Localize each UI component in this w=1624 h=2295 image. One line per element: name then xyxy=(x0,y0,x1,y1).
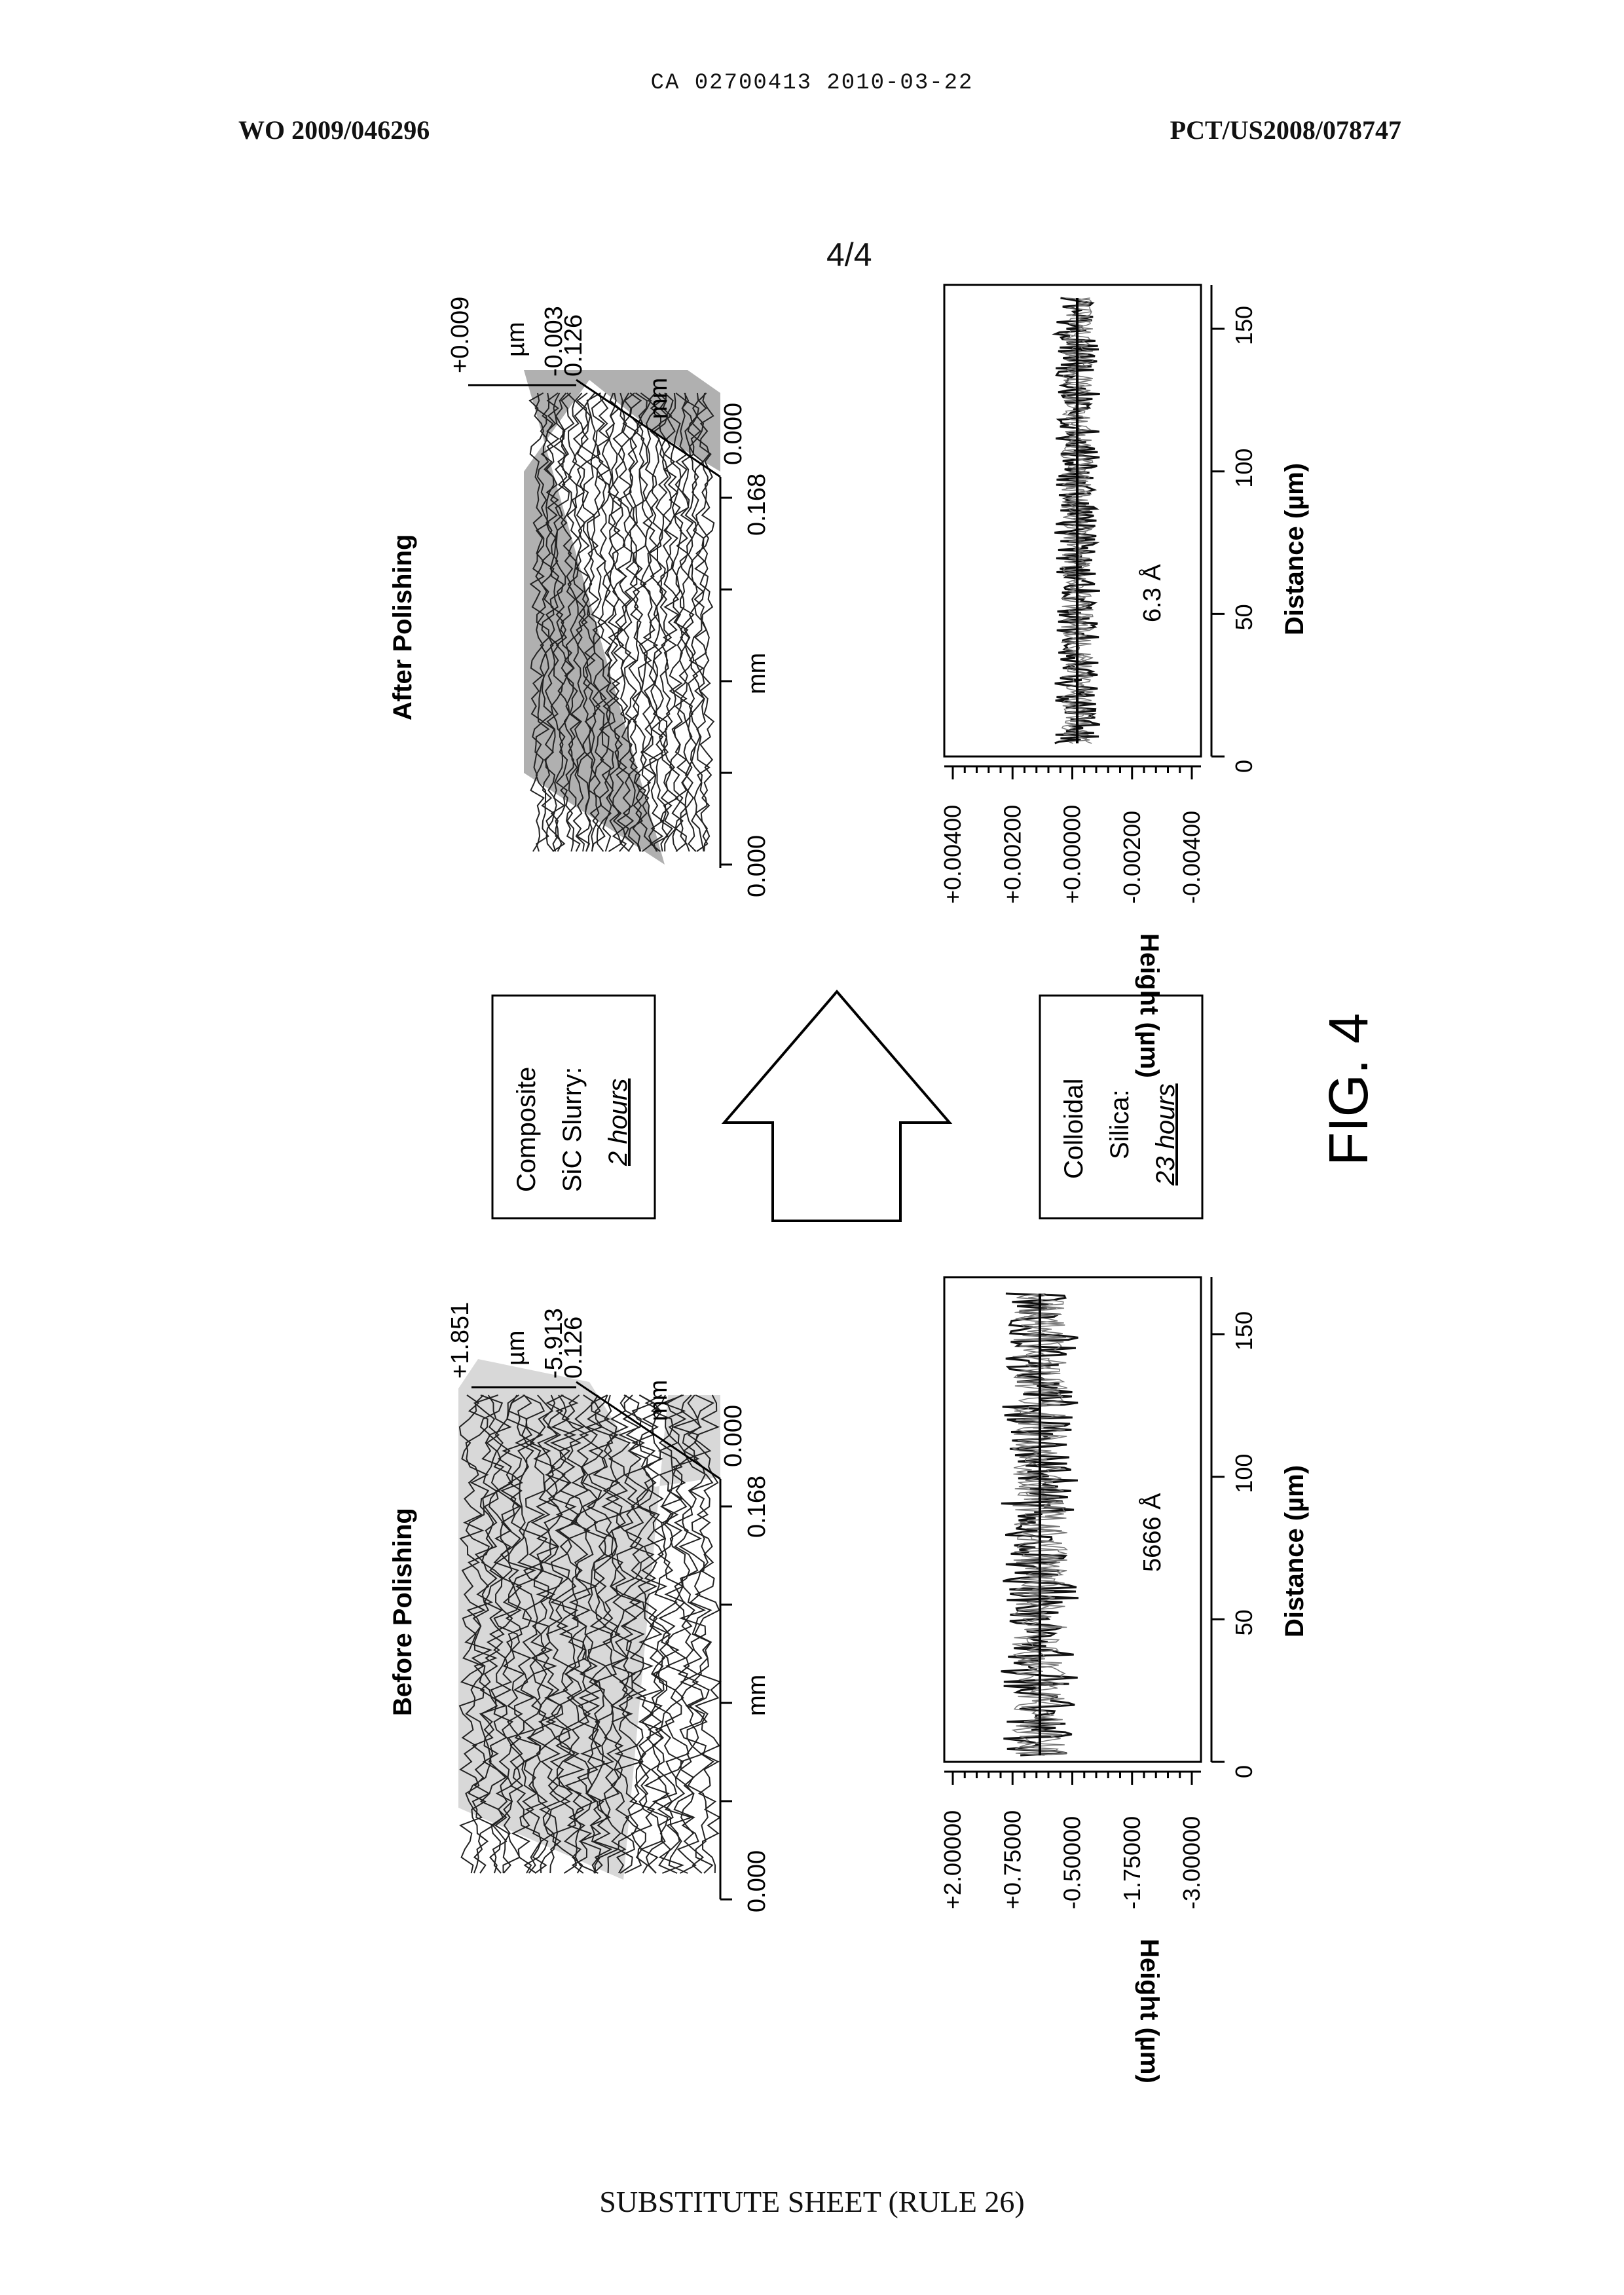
before-xtick-label: 150 xyxy=(1230,1311,1257,1351)
before-xtick-label: 50 xyxy=(1230,1609,1257,1635)
step1-line1: Composite xyxy=(512,1067,541,1192)
after-z-max: +0.009 xyxy=(447,297,474,373)
process-arrow xyxy=(164,996,413,1192)
after-profile-label: 6.3 Å xyxy=(1137,564,1166,622)
after-ytick-label: -0.00200 xyxy=(1118,811,1145,904)
before-ytick-label: +2.00000 xyxy=(939,1810,966,1909)
before-y-unit: mm xyxy=(645,1380,673,1421)
after-x-end: 0.168 xyxy=(743,474,771,536)
figure-label: FIG. 4 xyxy=(1318,1013,1379,1166)
before-x-end: 0.168 xyxy=(743,1476,771,1538)
step-composite-sic: Composite SiC Slurry: 2 hours xyxy=(492,996,655,1218)
before-z-max: +1.851 xyxy=(447,1302,474,1379)
step-colloidal-silica: Colloidal Silica: 23 hours xyxy=(1040,996,1202,1218)
after-title: After Polishing xyxy=(388,534,417,720)
after-profile-xlabel: Distance (µm) xyxy=(1280,463,1309,635)
after-z-min: -0.003 xyxy=(540,306,568,377)
step2-line2: Silica: xyxy=(1105,1089,1134,1159)
after-surface-plot: After Polishing 0.000 mm 0.168 0.000 mm … xyxy=(388,297,771,897)
before-z-min: -5.913 xyxy=(540,1308,568,1379)
after-profile-chart: +0.00400 +0.00200 +0.00000 -0.00200 -0.00400… xyxy=(939,285,1309,1078)
before-profile-ylabel: Height (µm) xyxy=(1135,1939,1164,2083)
after-ytick-label: +0.00400 xyxy=(939,805,966,904)
before-z-unit: µm xyxy=(502,1330,530,1366)
after-xtick-label: 100 xyxy=(1230,449,1257,488)
before-x-unit: mm xyxy=(743,1675,771,1716)
process-arrow-shape xyxy=(724,992,950,1221)
after-ytick-label: +0.00000 xyxy=(1059,805,1086,904)
after-y-start: 0.000 xyxy=(720,403,747,465)
step1-line2: SiC Slurry: xyxy=(558,1067,587,1192)
before-title: Before Polishing xyxy=(388,1508,417,1716)
before-ytick-label: +0.75000 xyxy=(999,1810,1025,1909)
before-xtick-label: 100 xyxy=(1230,1454,1257,1493)
before-profile-label: 5666 Å xyxy=(1137,1493,1166,1572)
after-xtick-label: 0 xyxy=(1230,760,1257,773)
before-x-start: 0.000 xyxy=(743,1850,771,1912)
before-surface-plot: Before Polishing 0.000 mm 0.168 0.000 mm… xyxy=(388,1302,771,1912)
before-profile-chart: +2.00000 +0.75000 -0.50000 -1.75000 -3.00000… xyxy=(939,1277,1309,2083)
step2-line3: 23 hours xyxy=(1151,1083,1180,1186)
after-ytick-label: +0.00200 xyxy=(999,805,1025,904)
after-z-unit: µm xyxy=(502,322,530,357)
after-ytick-label: -0.00400 xyxy=(1178,811,1205,904)
footer-note: SUBSTITUTE SHEET (RULE 26) xyxy=(0,2184,1624,2219)
after-profile-ylabel: Height (µm) xyxy=(1135,933,1164,1078)
before-ytick-label: -1.75000 xyxy=(1118,1816,1145,1909)
before-ytick-label: -3.00000 xyxy=(1178,1816,1205,1909)
after-x-start: 0.000 xyxy=(743,835,771,897)
before-profile-xlabel: Distance (µm) xyxy=(1280,1465,1309,1637)
before-y-start: 0.000 xyxy=(720,1405,747,1467)
step1-line3: 2 hours xyxy=(604,1079,633,1166)
after-x-unit: mm xyxy=(743,653,771,694)
step2-line1: Colloidal xyxy=(1060,1079,1088,1179)
before-ytick-label: -0.50000 xyxy=(1059,1816,1086,1909)
after-xtick-label: 150 xyxy=(1230,306,1257,345)
after-y-unit: mm xyxy=(645,378,673,419)
before-xtick-label: 0 xyxy=(1230,1765,1257,1778)
after-xtick-label: 50 xyxy=(1230,604,1257,630)
